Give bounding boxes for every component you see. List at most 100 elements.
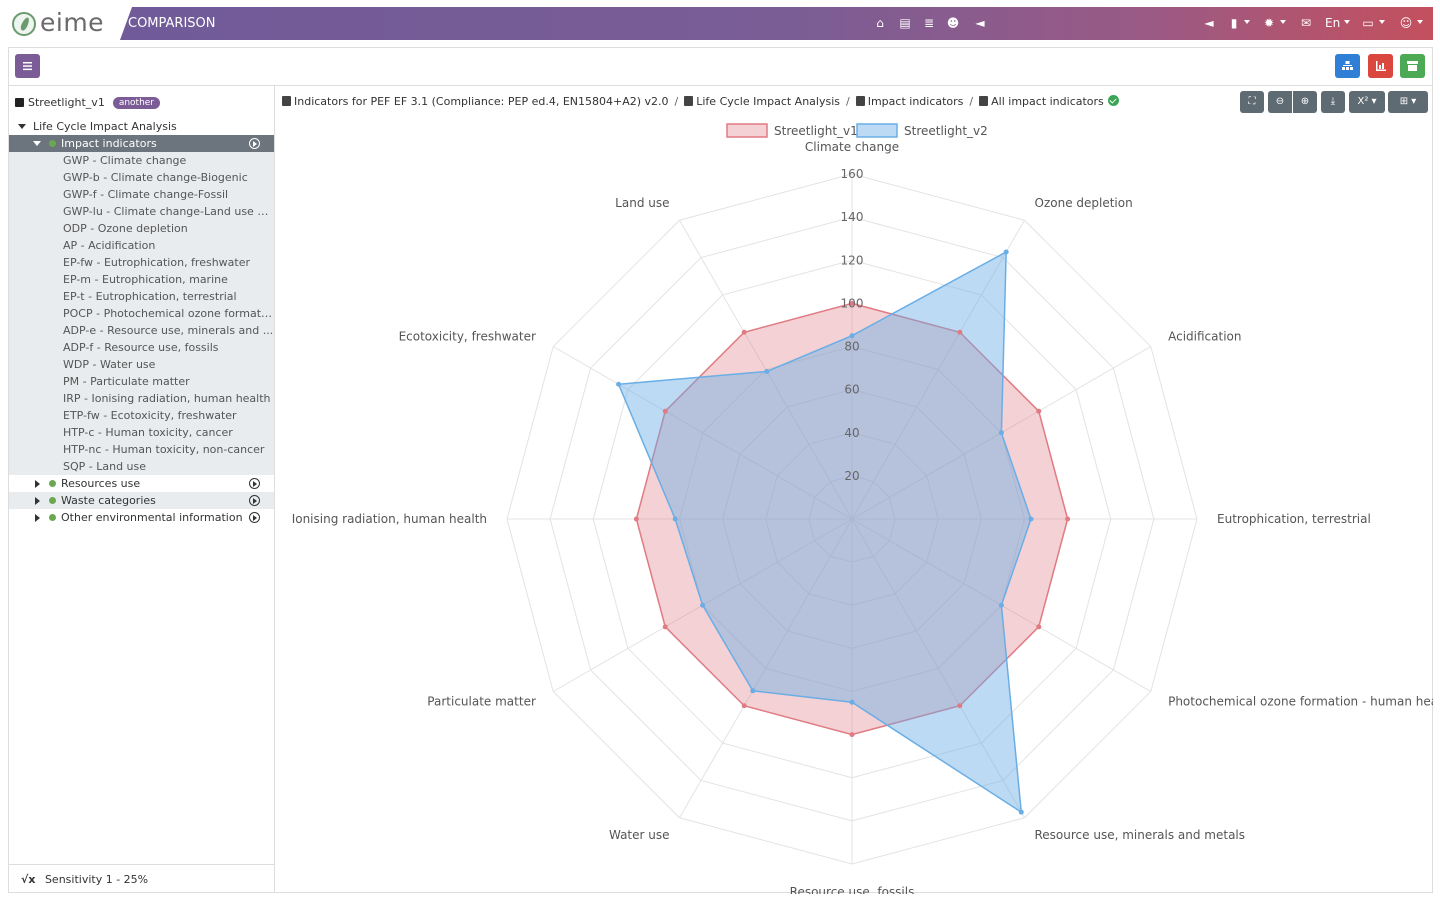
tree-item-other-environmental-information[interactable]: Other environmental information xyxy=(9,509,274,526)
chevron-down-icon[interactable] xyxy=(1280,20,1286,24)
envelope-icon[interactable]: ✉ xyxy=(1300,16,1312,30)
tick-label: 140 xyxy=(841,210,864,224)
chevron-down-icon[interactable] xyxy=(1344,20,1350,24)
bug-icon[interactable]: ✹ xyxy=(1263,16,1275,30)
chevron-down-icon[interactable] xyxy=(1379,20,1385,24)
tree-item-indicator[interactable]: EP-m - Eutrophication, marine xyxy=(9,271,274,288)
tree-item-label: Other environmental information xyxy=(61,511,243,524)
run-icon[interactable] xyxy=(249,478,260,489)
breadcrumb-item[interactable]: Indicators for PEF EF 3.1 (Compliance: P… xyxy=(294,95,669,108)
tree-item-indicator[interactable]: IRP - Ionising radiation, human health xyxy=(9,390,274,407)
archive-icon[interactable]: ▤ xyxy=(899,16,911,30)
tree-children: GWP - Climate change GWP-b - Climate chan… xyxy=(9,152,274,475)
megaphone-icon[interactable]: ◄ xyxy=(975,16,985,30)
sitemap-icon xyxy=(1342,61,1353,70)
caret-right-icon[interactable] xyxy=(35,497,40,505)
tree-root[interactable]: Life Cycle Impact Analysis xyxy=(9,118,274,135)
tree-item-indicator[interactable]: GWP-lu - Climate change-Land use a... xyxy=(9,203,274,220)
tree-item-indicator[interactable]: PM - Particulate matter xyxy=(9,373,274,390)
tree-item-indicator[interactable]: GWP-b - Climate change-Biogenic xyxy=(9,169,274,186)
axis-category-label: Resource use, minerals and metals xyxy=(1035,828,1246,842)
download-button[interactable]: ⤓ xyxy=(1321,91,1345,113)
chart-legend: Streetlight_v1 Streetlight_v2 xyxy=(726,123,988,138)
zoom-out-icon: ⊖ xyxy=(1275,96,1285,107)
zoom-out-button[interactable]: ⊖ xyxy=(1268,91,1292,113)
chart-view-button[interactable] xyxy=(1368,54,1393,78)
zoom-in-button[interactable]: ⊕ xyxy=(1293,91,1317,113)
document-icon xyxy=(855,96,865,106)
sensitivity-footer[interactable]: √x Sensitivity 1 - 25% xyxy=(9,864,274,892)
megaphone-icon[interactable]: ◄ xyxy=(1204,16,1214,30)
user-cog-icon[interactable]: ☻ xyxy=(946,16,960,30)
tree-item-indicator[interactable]: POCP - Photochemical ozone formati... xyxy=(9,305,274,322)
tree-item-indicator[interactable]: HTP-nc - Human toxicity, non-cancer xyxy=(9,441,274,458)
data-point xyxy=(849,732,855,738)
data-point xyxy=(998,430,1004,436)
caret-down-icon[interactable] xyxy=(18,124,26,129)
breadcrumb-item[interactable]: Impact indicators xyxy=(867,95,964,108)
book-icon[interactable]: ▮ xyxy=(1230,16,1238,30)
tree-item-indicator[interactable]: SQP - Land use xyxy=(9,458,274,475)
data-point xyxy=(750,688,756,694)
tree-item-impact-indicators[interactable]: Impact indicators xyxy=(9,135,274,152)
data-point xyxy=(741,703,747,709)
tree-item-indicator[interactable]: ETP-fw - Ecotoxicity, freshwater xyxy=(9,407,274,424)
inbox-icon[interactable]: ▭ xyxy=(1362,16,1374,30)
tree-item-indicator[interactable]: EP-fw - Eutrophication, freshwater xyxy=(9,254,274,271)
module-title: COMPARISON xyxy=(128,16,216,31)
data-point xyxy=(662,408,668,414)
caret-right-icon[interactable] xyxy=(35,480,40,488)
data-point xyxy=(741,329,747,335)
project-header: Streetlight_v1 another xyxy=(15,96,161,109)
data-point xyxy=(957,703,963,709)
axis-category-label: Land use xyxy=(615,196,669,210)
hierarchy-view-button[interactable] xyxy=(1335,54,1360,78)
status-dot-icon xyxy=(49,480,56,487)
user-gear-icon[interactable]: ☺ xyxy=(1399,16,1413,30)
caret-down-icon[interactable] xyxy=(33,141,41,146)
caret-right-icon[interactable] xyxy=(35,514,40,522)
exponent-dropdown[interactable]: X² ▾ xyxy=(1349,91,1385,113)
tree-item-resources-use[interactable]: Resources use xyxy=(9,475,274,492)
run-icon[interactable] xyxy=(249,495,260,506)
document-icon xyxy=(282,96,291,106)
table-dropdown[interactable]: ⊞ ▾ xyxy=(1388,91,1428,113)
tree-item-indicator[interactable]: ADP-f - Resource use, fossils xyxy=(9,339,274,356)
data-point xyxy=(662,624,668,630)
tree-item-indicator[interactable]: AP - Acidification xyxy=(9,237,274,254)
tree-item-waste-categories[interactable]: Waste categories xyxy=(9,492,274,509)
tree-item-indicator[interactable]: EP-t - Eutrophication, terrestrial xyxy=(9,288,274,305)
run-icon[interactable] xyxy=(249,138,260,149)
axis-category-label: Resource use, fossils xyxy=(790,885,915,894)
project-name[interactable]: Streetlight_v1 xyxy=(28,96,105,109)
data-point xyxy=(1003,249,1009,255)
tree-item-indicator[interactable]: GWP-f - Climate change-Fossil xyxy=(9,186,274,203)
data-point xyxy=(764,368,770,374)
chevron-down-icon[interactable] xyxy=(1244,20,1250,24)
database-icon[interactable]: ≣ xyxy=(923,16,935,30)
tree-item-indicator[interactable]: WDP - Water use xyxy=(9,356,274,373)
home-icon[interactable]: ⌂ xyxy=(876,16,884,30)
tree-item-indicator[interactable]: HTP-c - Human toxicity, cancer xyxy=(9,424,274,441)
archive-button[interactable] xyxy=(1400,54,1425,78)
data-point xyxy=(633,516,639,522)
chevron-down-icon[interactable] xyxy=(1417,20,1423,24)
data-point xyxy=(672,516,678,522)
tick-label: 20 xyxy=(844,469,859,483)
tick-label: 160 xyxy=(841,167,864,181)
breadcrumb-item[interactable]: Life Cycle Impact Analysis xyxy=(696,95,840,108)
tree-item-indicator[interactable]: ADP-e - Resource use, minerals and ... xyxy=(9,322,274,339)
tick-label: 40 xyxy=(844,426,859,440)
run-icon[interactable] xyxy=(249,512,260,523)
fullscreen-button[interactable]: ⛶ xyxy=(1240,91,1264,113)
tree-item-label: Waste categories xyxy=(61,494,156,507)
data-point xyxy=(1018,809,1024,815)
toolbar xyxy=(8,47,1433,85)
logo[interactable]: eime xyxy=(8,7,132,40)
zoom-in-icon: ⊕ xyxy=(1300,96,1310,107)
menu-toggle-button[interactable] xyxy=(15,54,40,78)
tick-label: 120 xyxy=(841,253,864,267)
tree-item-indicator[interactable]: ODP - Ozone depletion xyxy=(9,220,274,237)
language-selector[interactable]: En xyxy=(1325,16,1341,30)
tree-item-indicator[interactable]: GWP - Climate change xyxy=(9,152,274,169)
